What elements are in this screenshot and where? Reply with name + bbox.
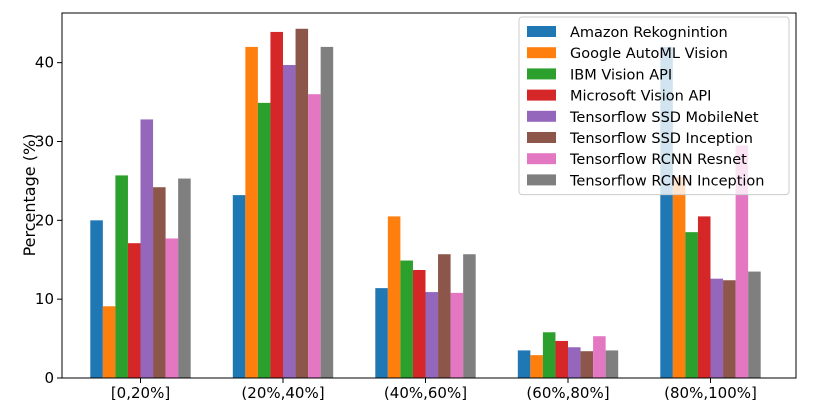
legend-swatch [527, 47, 556, 59]
x-tick-label: (40%,60%] [384, 384, 467, 402]
legend-swatch [527, 89, 556, 101]
legend-label: Tensorflow RCNN Resnet [569, 152, 747, 168]
legend-swatch [527, 132, 556, 143]
plot-frame [61, 12, 797, 379]
bar [593, 336, 606, 378]
bar [605, 350, 619, 378]
bar [723, 280, 736, 378]
bar [165, 238, 179, 378]
legend-swatch [527, 26, 556, 37]
legend-label: Tensorflow SSD MobileNet [569, 110, 759, 126]
bar [140, 119, 154, 379]
bar [387, 216, 401, 378]
bar [542, 332, 556, 378]
bar [530, 355, 543, 378]
bar [697, 216, 711, 378]
x-tick-label: [0,20%] [111, 384, 170, 402]
bar [735, 145, 749, 378]
bar [425, 292, 439, 378]
legend: Amazon Rekognintion Google AutoML Vision I… [518, 16, 790, 196]
legend-swatch [527, 174, 556, 186]
y-axis: 0 10 20 30 40 [35, 54, 62, 387]
y-tick-label: 20 [35, 211, 54, 229]
bar [90, 220, 103, 378]
bar [115, 175, 128, 378]
bar [517, 350, 531, 378]
bar [375, 288, 388, 378]
bar [295, 28, 309, 379]
x-tick-label: (80%,100%] [664, 384, 757, 402]
bar [153, 187, 166, 378]
bar [580, 351, 594, 378]
bar [555, 340, 568, 378]
bar [178, 178, 191, 378]
bar [672, 176, 686, 378]
bar [127, 243, 141, 378]
bar [400, 260, 413, 378]
bar [748, 271, 761, 378]
bar [245, 46, 258, 379]
y-axis-label: Percentage (%) [20, 134, 39, 257]
legend-label: IBM Vision API [570, 67, 672, 83]
bar [568, 347, 581, 378]
bar [463, 254, 476, 378]
y-tick-label: 40 [35, 54, 54, 72]
legend-swatch [527, 153, 556, 165]
y-tick-label: 10 [35, 290, 54, 308]
y-tick-label: 30 [35, 132, 54, 150]
bar [320, 46, 334, 379]
legend-swatch [527, 110, 556, 122]
bars-layer [90, 28, 761, 379]
bar [308, 94, 321, 378]
legend-label: Tensorflow RCNN Inception [569, 173, 764, 189]
bar [270, 31, 283, 378]
bar [450, 292, 464, 378]
legend-label: Tensorflow SSD Inception [569, 131, 753, 147]
legend-label: Microsoft Vision API [570, 89, 711, 105]
x-tick-label: (20%,40%] [241, 384, 324, 402]
x-tick-label: (60%,80%] [526, 384, 609, 402]
legend-label: Google AutoML Vision [570, 46, 728, 62]
bar [232, 195, 246, 378]
bar [438, 254, 451, 378]
bar [257, 102, 271, 379]
legend-box [518, 16, 790, 196]
bar [283, 65, 296, 378]
legend-label: Amazon Rekognintion [570, 25, 728, 41]
bar [102, 306, 116, 378]
x-axis: [0,20%] (20%,40%] (40%,60%] (60%,80%] (80%,1… [111, 378, 757, 402]
bar [412, 270, 426, 378]
legend-swatch [527, 68, 556, 80]
bar [710, 278, 724, 378]
y-tick-label: 0 [44, 369, 54, 387]
bar [685, 232, 698, 378]
